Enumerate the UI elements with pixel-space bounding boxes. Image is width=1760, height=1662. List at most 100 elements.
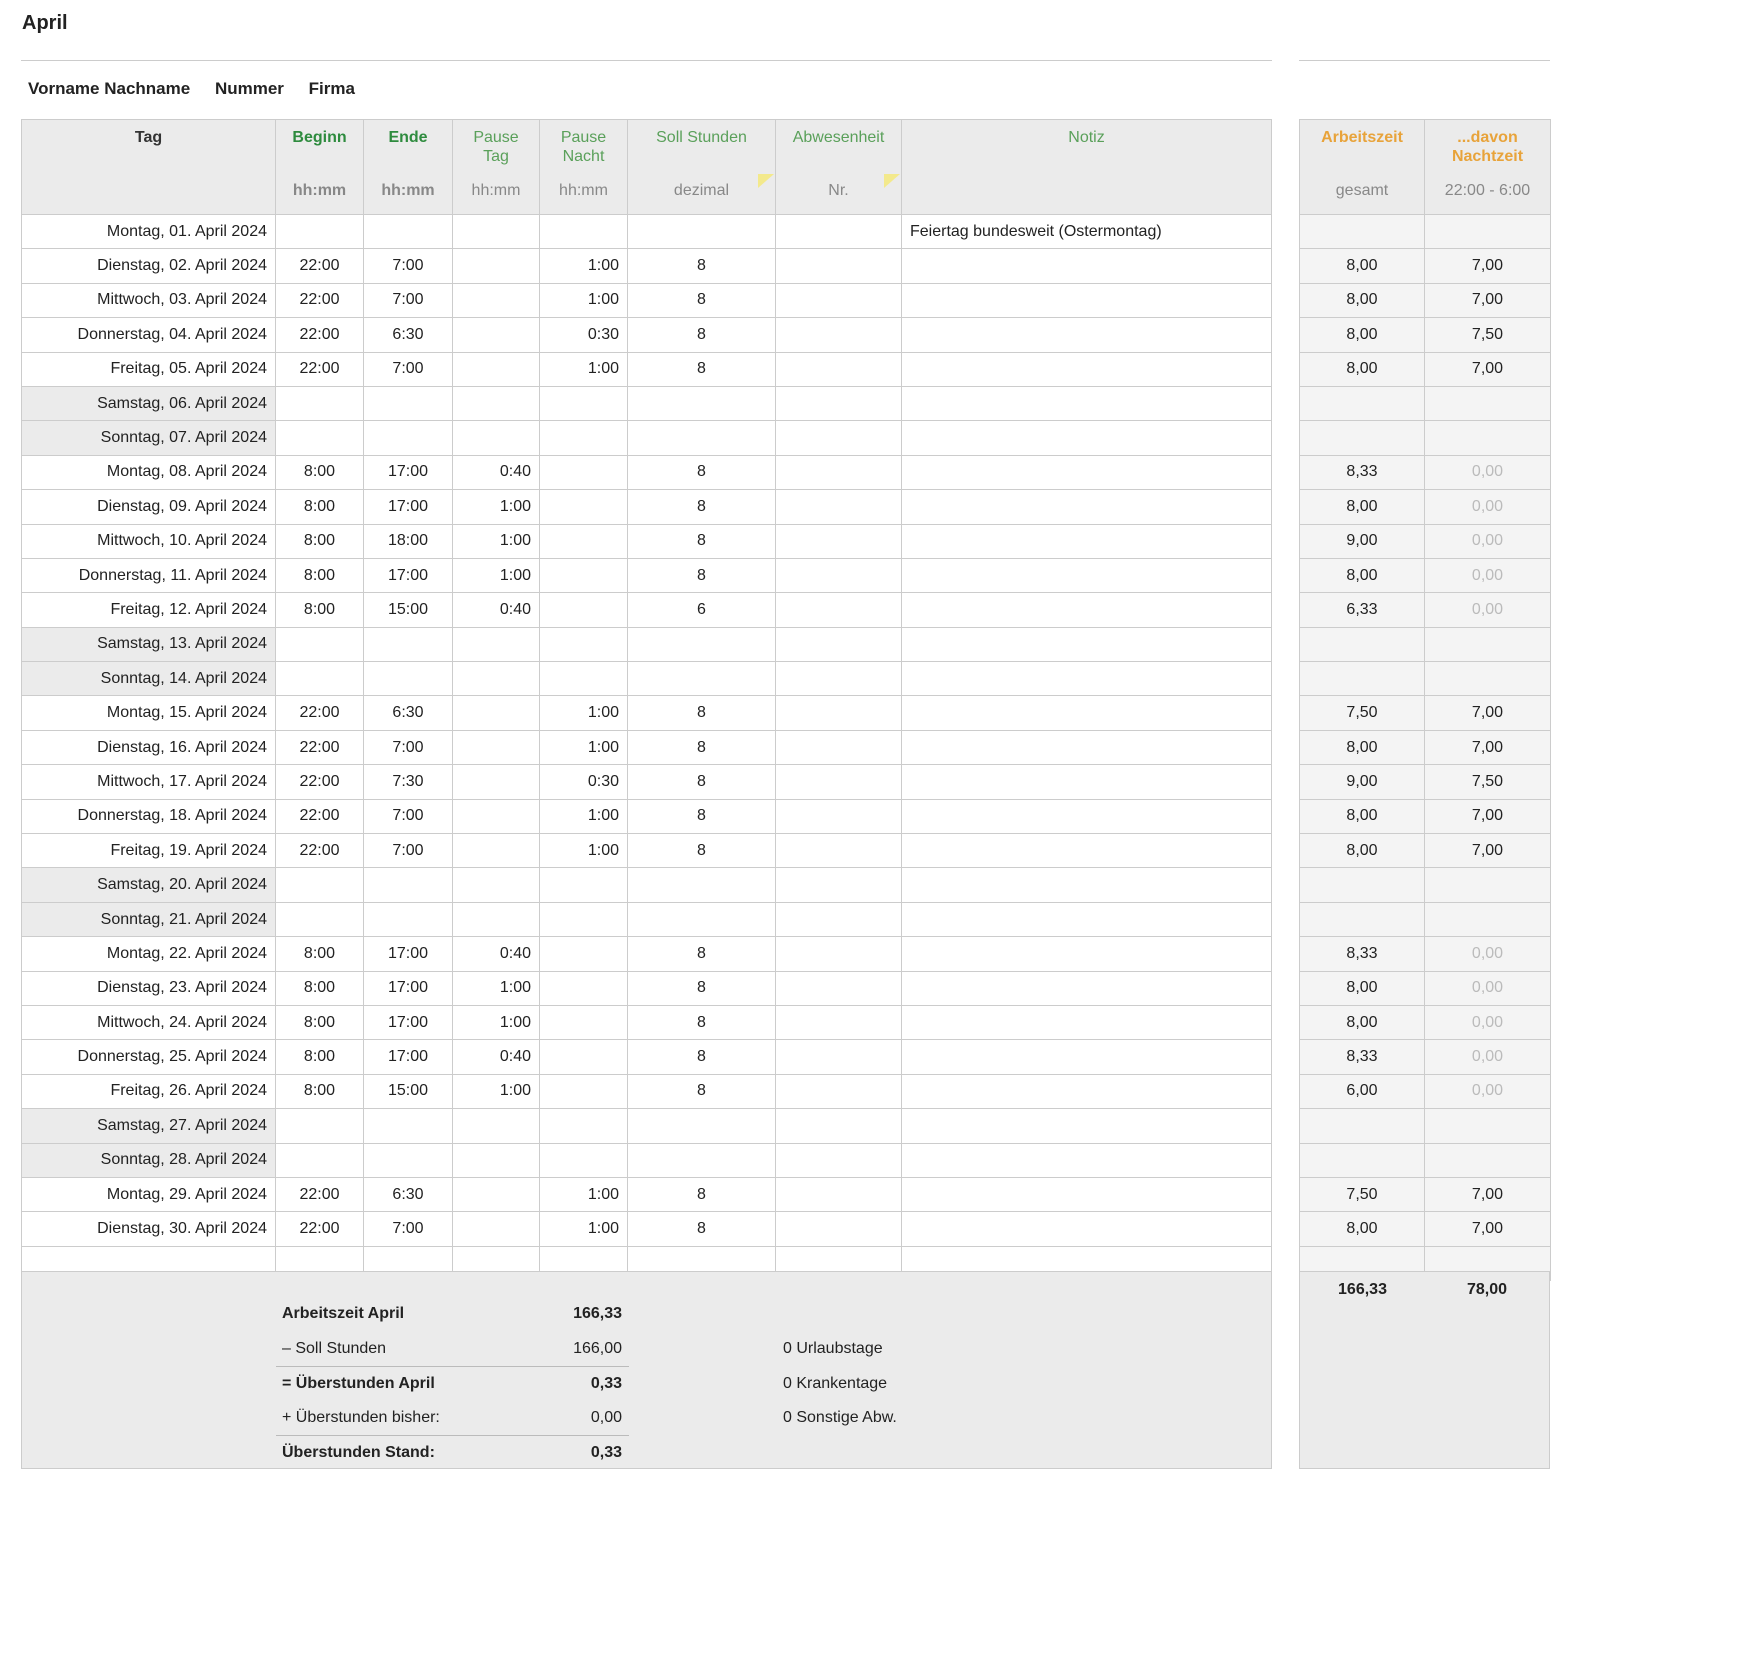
cell-pause-tag[interactable]: 1:00 (452, 489, 540, 525)
cell-notiz[interactable] (901, 557, 1272, 594)
cell-beginn[interactable]: 8:00 (275, 523, 364, 559)
cell-beginn[interactable] (275, 1108, 364, 1144)
cell-pause-nacht[interactable] (539, 661, 628, 697)
cell-pause-tag[interactable]: 0:40 (452, 454, 540, 491)
cell-ende[interactable]: 7:00 (363, 798, 453, 835)
cell-notiz[interactable] (901, 833, 1272, 869)
cell-ende[interactable] (363, 867, 453, 903)
cell-pause-tag[interactable]: 0:40 (452, 1039, 540, 1075)
cell-abwesenheit[interactable] (775, 557, 902, 594)
cell-pause-tag[interactable] (452, 661, 540, 697)
cell-beginn[interactable]: 8:00 (275, 557, 364, 594)
cell-notiz[interactable] (901, 1142, 1272, 1178)
cell-pause-nacht[interactable] (539, 420, 628, 456)
cell-soll[interactable] (627, 626, 776, 663)
cell-notiz[interactable] (901, 1108, 1272, 1144)
cell-pause-nacht[interactable]: 1:00 (539, 282, 628, 319)
cell-pause-tag[interactable] (452, 833, 540, 869)
cell-ende[interactable]: 7:00 (363, 833, 453, 869)
cell-abwesenheit[interactable] (775, 1142, 902, 1178)
cell-abwesenheit[interactable] (775, 970, 902, 1006)
cell-beginn[interactable] (275, 661, 364, 697)
cell-pause-nacht[interactable]: 1:00 (539, 1211, 628, 1247)
cell-ende[interactable]: 7:00 (363, 351, 453, 387)
cell-ende[interactable] (363, 661, 453, 697)
cell-pause-nacht[interactable]: 0:30 (539, 764, 628, 800)
cell-pause-tag[interactable] (452, 729, 540, 766)
cell-beginn[interactable] (275, 385, 364, 422)
cell-beginn[interactable] (275, 626, 364, 663)
note-marker-icon[interactable] (884, 174, 900, 188)
cell-pause-nacht[interactable] (539, 523, 628, 559)
cell-beginn[interactable]: 22:00 (275, 833, 364, 869)
cell-soll[interactable]: 8 (627, 557, 776, 594)
cell-notiz[interactable] (901, 729, 1272, 766)
cell-pause-tag[interactable]: 1:00 (452, 523, 540, 559)
cell-beginn[interactable]: 22:00 (275, 351, 364, 387)
cell-pause-tag[interactable]: 1:00 (452, 970, 540, 1006)
cell-notiz[interactable] (901, 764, 1272, 800)
cell-notiz[interactable] (901, 901, 1272, 938)
cell-pause-tag[interactable]: 1:00 (452, 557, 540, 594)
cell-notiz[interactable] (901, 351, 1272, 387)
cell-soll[interactable]: 8 (627, 936, 776, 972)
cell-ende[interactable]: 7:00 (363, 1211, 453, 1247)
cell-abwesenheit[interactable] (775, 213, 902, 250)
cell-notiz[interactable] (901, 661, 1272, 697)
cell-abwesenheit[interactable] (775, 1176, 902, 1213)
cell-beginn[interactable]: 8:00 (275, 1004, 364, 1041)
cell-pause-nacht[interactable] (539, 489, 628, 525)
cell-pause-nacht[interactable] (539, 385, 628, 422)
cell-soll[interactable]: 6 (627, 592, 776, 628)
cell-beginn[interactable] (275, 901, 364, 938)
cell-beginn[interactable] (275, 420, 364, 456)
cell-ende[interactable] (363, 420, 453, 456)
cell-pause-tag[interactable] (452, 695, 540, 731)
cell-notiz[interactable] (901, 936, 1272, 972)
cell-beginn[interactable]: 8:00 (275, 592, 364, 628)
cell-pause-nacht[interactable]: 1:00 (539, 833, 628, 869)
cell-pause-nacht[interactable] (539, 557, 628, 594)
cell-pause-nacht[interactable]: 1:00 (539, 798, 628, 835)
cell-notiz[interactable] (901, 1039, 1272, 1075)
cell-ende[interactable]: 17:00 (363, 1004, 453, 1041)
cell-notiz[interactable] (901, 970, 1272, 1006)
cell-pause-tag[interactable] (452, 798, 540, 835)
cell-soll[interactable]: 8 (627, 248, 776, 284)
cell-pause-tag[interactable] (452, 1211, 540, 1247)
cell-pause-nacht[interactable]: 1:00 (539, 351, 628, 387)
cell-ende[interactable]: 17:00 (363, 970, 453, 1006)
cell-abwesenheit[interactable] (775, 626, 902, 663)
cell-ende[interactable]: 17:00 (363, 454, 453, 491)
cell-abwesenheit[interactable] (775, 901, 902, 938)
cell-soll[interactable]: 8 (627, 454, 776, 491)
cell-soll[interactable]: 8 (627, 1004, 776, 1041)
cell-soll[interactable]: 8 (627, 729, 776, 766)
cell-notiz[interactable] (901, 282, 1272, 319)
cell-pause-tag[interactable] (452, 1108, 540, 1144)
cell-abwesenheit[interactable] (775, 592, 902, 628)
cell-soll[interactable]: 8 (627, 1211, 776, 1247)
cell-pause-tag[interactable] (452, 420, 540, 456)
cell-pause-tag[interactable] (452, 1176, 540, 1213)
cell-ende[interactable]: 17:00 (363, 1039, 453, 1075)
cell-notiz[interactable] (901, 317, 1272, 353)
cell-beginn[interactable]: 8:00 (275, 489, 364, 525)
cell-abwesenheit[interactable] (775, 248, 902, 284)
cell-soll[interactable] (627, 661, 776, 697)
cell-ende[interactable]: 7:00 (363, 248, 453, 284)
cell-notiz[interactable] (901, 1176, 1272, 1213)
cell-notiz[interactable] (901, 1073, 1272, 1110)
cell-pause-nacht[interactable] (539, 626, 628, 663)
cell-pause-nacht[interactable] (539, 901, 628, 938)
cell-ende[interactable] (363, 1142, 453, 1178)
cell-notiz[interactable] (901, 867, 1272, 903)
cell-abwesenheit[interactable] (775, 936, 902, 972)
cell-pause-tag[interactable] (452, 1142, 540, 1178)
cell-pause-tag[interactable] (452, 351, 540, 387)
cell-soll[interactable]: 8 (627, 764, 776, 800)
cell-ende[interactable]: 7:30 (363, 764, 453, 800)
cell-ende[interactable]: 7:00 (363, 729, 453, 766)
cell-soll[interactable]: 8 (627, 523, 776, 559)
cell-beginn[interactable]: 22:00 (275, 695, 364, 731)
